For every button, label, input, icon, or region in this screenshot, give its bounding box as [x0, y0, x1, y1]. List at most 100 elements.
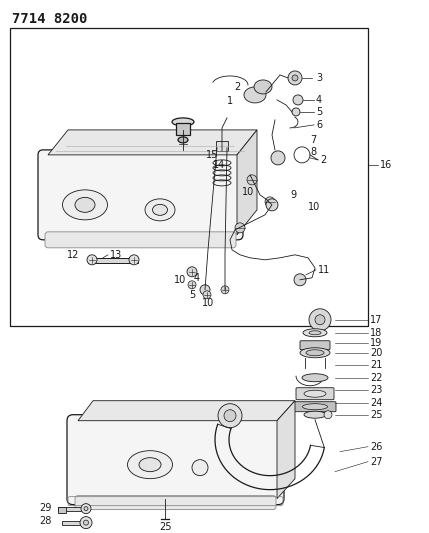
Text: 11: 11 — [318, 265, 330, 275]
Text: 5: 5 — [316, 107, 322, 117]
Ellipse shape — [302, 374, 328, 382]
Ellipse shape — [152, 204, 167, 215]
Ellipse shape — [75, 197, 95, 212]
FancyBboxPatch shape — [296, 387, 334, 400]
FancyBboxPatch shape — [294, 402, 336, 411]
Ellipse shape — [300, 348, 330, 358]
Text: 9: 9 — [290, 190, 296, 200]
Circle shape — [224, 410, 236, 422]
Text: 3: 3 — [316, 73, 322, 83]
Circle shape — [200, 285, 210, 295]
FancyBboxPatch shape — [67, 415, 284, 505]
Ellipse shape — [303, 329, 327, 337]
Text: 28: 28 — [39, 515, 52, 526]
Circle shape — [292, 75, 298, 81]
Text: 7: 7 — [310, 135, 316, 145]
Text: 10: 10 — [202, 298, 214, 308]
Circle shape — [80, 516, 92, 529]
Ellipse shape — [302, 403, 327, 410]
Ellipse shape — [304, 411, 326, 418]
Ellipse shape — [178, 137, 188, 143]
Bar — [10, 28, 368, 326]
FancyBboxPatch shape — [45, 232, 236, 248]
Circle shape — [84, 507, 88, 511]
Circle shape — [247, 175, 257, 185]
Bar — [216, 141, 228, 151]
Circle shape — [81, 504, 91, 514]
Circle shape — [221, 286, 229, 294]
Ellipse shape — [306, 350, 324, 356]
Text: 2: 2 — [234, 82, 240, 92]
Ellipse shape — [244, 87, 266, 103]
Circle shape — [315, 315, 325, 325]
Circle shape — [266, 199, 278, 211]
Text: 25: 25 — [370, 410, 383, 419]
Text: 18: 18 — [370, 328, 382, 338]
Text: 10: 10 — [308, 202, 320, 212]
Text: 24: 24 — [370, 398, 382, 408]
Polygon shape — [78, 401, 295, 421]
Text: 25: 25 — [159, 522, 171, 531]
Circle shape — [293, 95, 303, 105]
Text: 14: 14 — [213, 160, 225, 170]
Circle shape — [292, 108, 300, 116]
FancyBboxPatch shape — [300, 341, 330, 350]
Ellipse shape — [145, 199, 175, 221]
Ellipse shape — [172, 118, 194, 126]
Circle shape — [188, 281, 196, 289]
Circle shape — [288, 71, 302, 85]
Text: 29: 29 — [39, 503, 52, 513]
Text: 4: 4 — [194, 273, 200, 283]
Bar — [58, 507, 86, 511]
Ellipse shape — [309, 331, 321, 335]
Text: 20: 20 — [370, 348, 382, 358]
Circle shape — [129, 255, 139, 265]
Circle shape — [84, 520, 88, 525]
Text: 10: 10 — [242, 187, 254, 197]
Text: 4: 4 — [316, 95, 322, 105]
Circle shape — [324, 411, 332, 419]
Polygon shape — [237, 130, 257, 235]
Text: 22: 22 — [370, 373, 383, 383]
Text: 13: 13 — [110, 250, 122, 260]
Bar — [58, 507, 66, 513]
Circle shape — [87, 255, 97, 265]
Circle shape — [192, 459, 208, 475]
Ellipse shape — [139, 458, 161, 472]
Circle shape — [203, 291, 211, 299]
Circle shape — [235, 223, 245, 233]
Ellipse shape — [127, 451, 172, 479]
Text: 12: 12 — [67, 250, 79, 260]
Text: 7714 8200: 7714 8200 — [12, 12, 88, 26]
Text: 21: 21 — [370, 360, 382, 370]
Text: 10: 10 — [174, 275, 186, 285]
Ellipse shape — [254, 80, 272, 94]
Bar — [88, 258, 138, 263]
Text: 23: 23 — [370, 385, 382, 395]
Polygon shape — [48, 130, 257, 155]
Text: 1: 1 — [227, 96, 233, 106]
Circle shape — [218, 403, 242, 427]
Text: 2: 2 — [320, 155, 326, 165]
Text: 15: 15 — [205, 150, 218, 160]
Circle shape — [271, 151, 285, 165]
Circle shape — [294, 274, 306, 286]
Circle shape — [265, 197, 275, 207]
FancyBboxPatch shape — [75, 496, 276, 510]
Circle shape — [187, 267, 197, 277]
Text: 5: 5 — [189, 290, 195, 300]
Text: 19: 19 — [370, 338, 382, 348]
Text: 8: 8 — [310, 147, 316, 157]
FancyBboxPatch shape — [38, 150, 243, 240]
Text: 27: 27 — [370, 457, 383, 467]
Text: 26: 26 — [370, 442, 382, 451]
Text: 6: 6 — [316, 120, 322, 130]
Bar — [176, 123, 190, 135]
Bar — [62, 521, 86, 524]
Circle shape — [309, 309, 331, 331]
Ellipse shape — [304, 390, 326, 397]
Polygon shape — [277, 401, 295, 499]
Ellipse shape — [63, 190, 108, 220]
Text: 17: 17 — [370, 315, 382, 325]
Text: 16: 16 — [380, 160, 392, 170]
